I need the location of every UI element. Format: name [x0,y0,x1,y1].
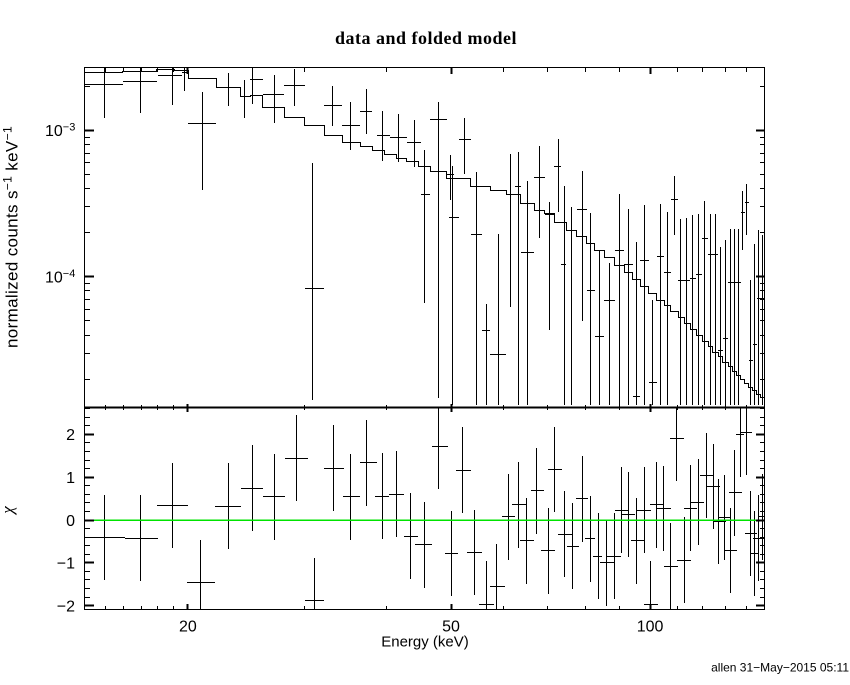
svg-text:20: 20 [179,619,197,636]
svg-text:Energy (keV): Energy (keV) [381,634,469,651]
svg-text:allen 31−May−2015 05:11: allen 31−May−2015 05:11 [711,661,849,675]
svg-text:2: 2 [66,427,75,444]
svg-text:normalized counts s−1 keV−1: normalized counts s−1 keV−1 [1,126,22,348]
svg-text:−1: −1 [57,556,75,573]
svg-text:0: 0 [66,513,75,530]
svg-text:data and folded model: data and folded model [335,28,517,48]
svg-text:χ: χ [0,506,17,516]
svg-text:100: 100 [637,619,664,636]
svg-text:50: 50 [442,619,460,636]
svg-text:−2: −2 [57,598,75,615]
svg-text:1: 1 [66,470,75,487]
